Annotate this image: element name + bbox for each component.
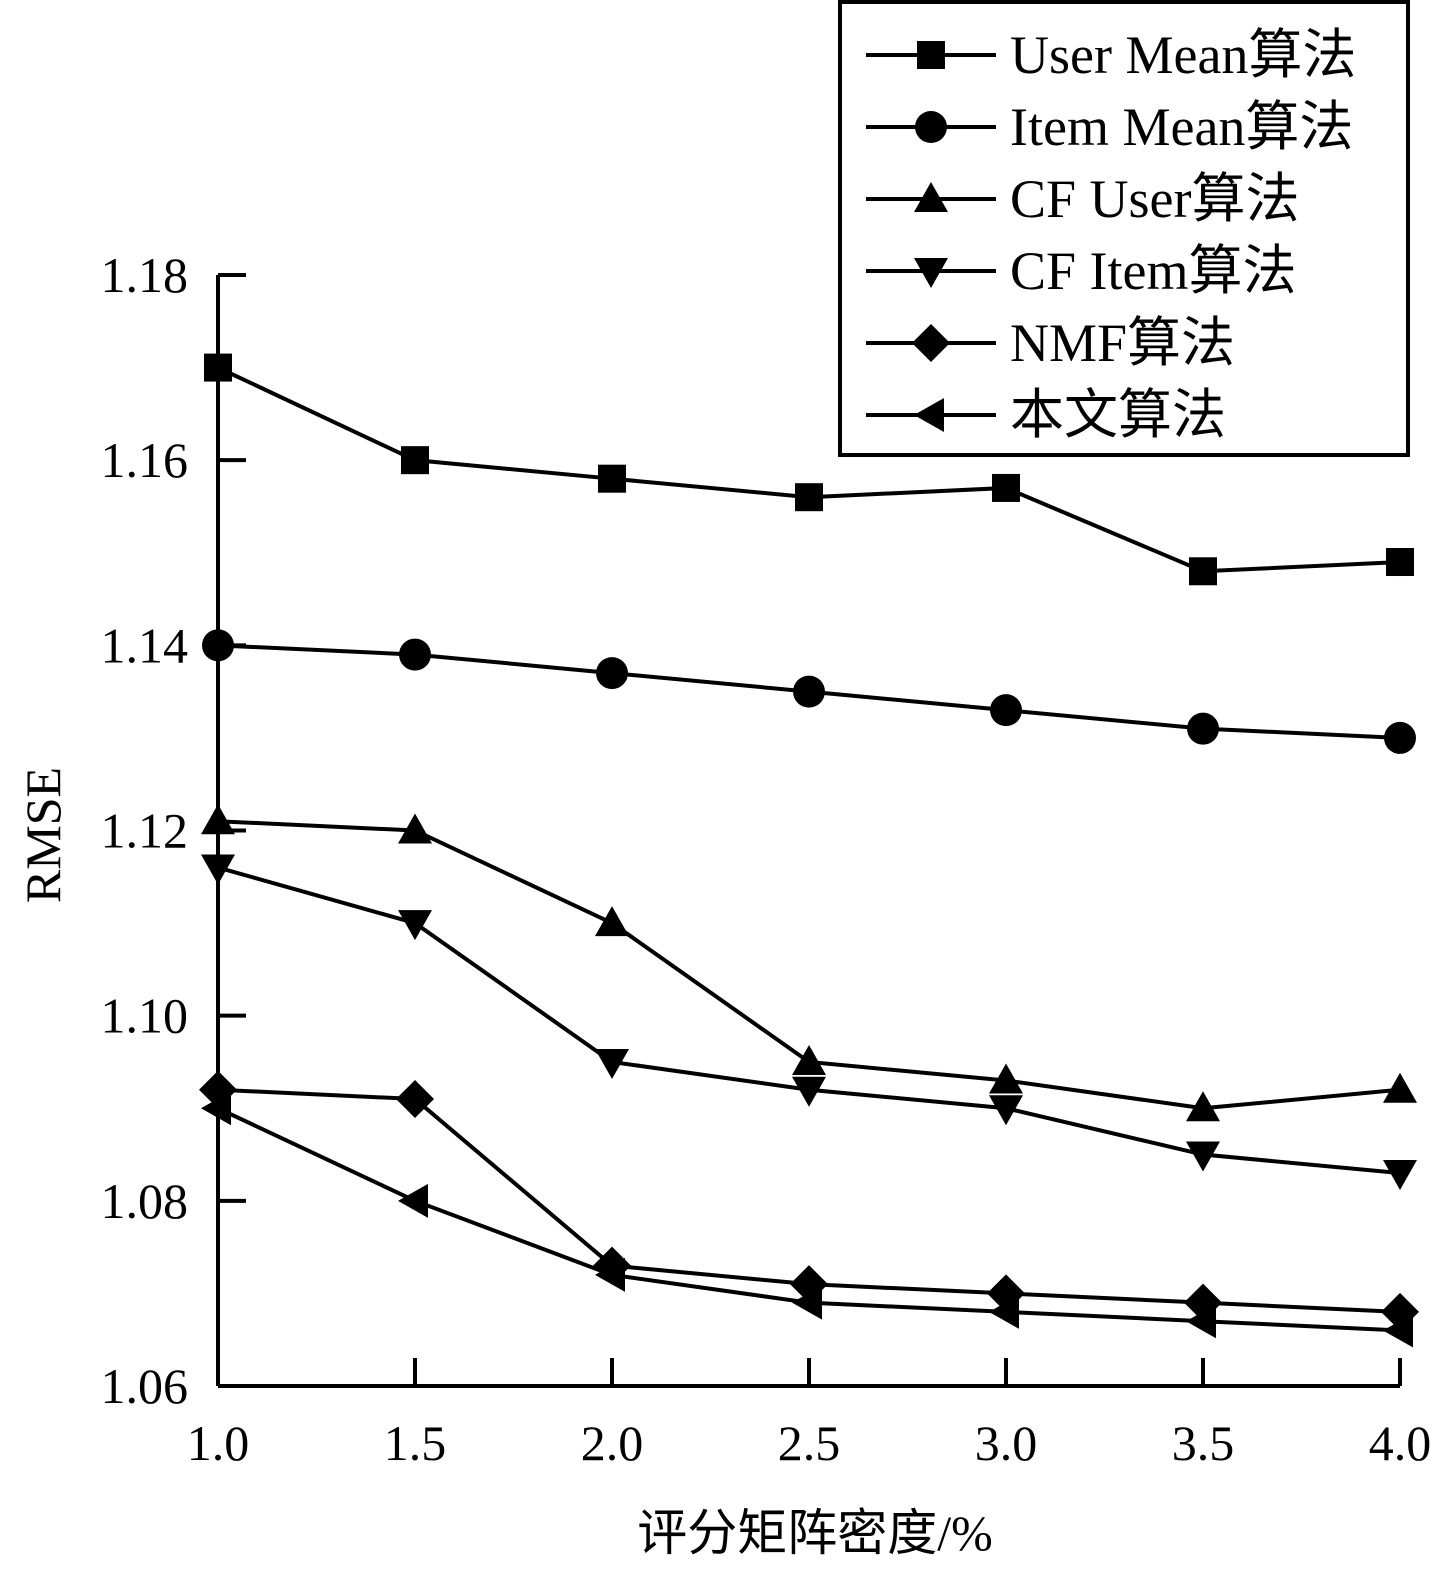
data-point-1	[598, 464, 626, 493]
data-point-3	[398, 813, 432, 844]
x-tick-label: 2.5	[778, 1415, 841, 1471]
legend-marker	[912, 324, 950, 362]
y-tick-label: 1.16	[101, 432, 189, 488]
data-point-2	[1384, 721, 1416, 754]
data-point-6	[201, 1091, 231, 1126]
x-tick-label: 2.0	[581, 1415, 644, 1471]
data-point-2	[202, 629, 234, 662]
y-tick-label: 1.08	[101, 1173, 189, 1229]
legend-label: CF Item算法	[1010, 241, 1297, 301]
legend-box	[838, 0, 1410, 457]
data-point-1	[795, 483, 823, 512]
legend-marker	[917, 41, 945, 69]
series-lines	[217, 365, 1401, 1333]
data-point-4	[1383, 1160, 1417, 1191]
legend-label: CF User算法	[1010, 169, 1300, 229]
data-point-1	[1386, 548, 1414, 577]
x-tick-label: 3.0	[975, 1415, 1038, 1471]
data-point-6	[792, 1285, 822, 1320]
series-line-4	[217, 865, 1401, 1176]
x-tick-label: 1.5	[384, 1415, 447, 1471]
data-point-1	[1189, 557, 1217, 586]
data-point-3	[201, 804, 235, 835]
legend-label: Item Mean算法	[1010, 97, 1353, 157]
data-point-6	[595, 1257, 625, 1292]
y-axis-label: RMSE	[15, 767, 71, 903]
legend-marker	[914, 258, 948, 288]
legend: User Mean算法 Item Mean算法 CF User算法 CF Item算法…	[838, 0, 1410, 457]
data-point-3	[1383, 1072, 1417, 1103]
x-axis-label: 评分矩阵密度/%	[637, 1505, 993, 1561]
y-tick-label: 1.10	[101, 988, 189, 1044]
legend-marker	[914, 182, 948, 212]
data-point-3	[989, 1063, 1023, 1094]
data-point-6	[1186, 1304, 1216, 1339]
x-tick-label: 3.5	[1172, 1415, 1235, 1471]
data-point-4	[595, 1048, 629, 1079]
data-point-3	[792, 1044, 826, 1075]
axes: 1.06 1.08 1.10 1.12 1.14 1.16 1.18 1.0 1.5 2.0 2.5…	[101, 247, 1432, 1471]
data-point-6	[989, 1294, 1019, 1329]
data-point-1	[992, 473, 1020, 502]
data-point-4	[1186, 1141, 1220, 1172]
series-markers	[199, 353, 1419, 1348]
data-point-2	[1187, 712, 1219, 745]
y-tick-label: 1.12	[101, 803, 189, 859]
y-tick-label: 1.14	[101, 617, 189, 673]
data-point-4	[792, 1076, 826, 1107]
data-point-1	[401, 446, 429, 475]
data-point-2	[990, 694, 1022, 727]
y-tick-label: 1.18	[101, 247, 189, 303]
legend-label: NMF算法	[1010, 313, 1235, 373]
legend-marker	[915, 111, 947, 143]
data-point-4	[398, 910, 432, 941]
data-point-4	[201, 854, 235, 885]
data-point-6	[1383, 1313, 1413, 1348]
data-point-2	[793, 675, 825, 708]
x-tick-label: 4.0	[1369, 1415, 1432, 1471]
legend-marker	[914, 398, 944, 432]
legend-label: User Mean算法	[1010, 25, 1356, 85]
x-tick-label: 1.0	[187, 1415, 250, 1471]
data-point-3	[595, 906, 629, 937]
data-point-6	[398, 1183, 428, 1218]
data-point-4	[989, 1095, 1023, 1126]
data-point-1	[204, 353, 232, 382]
data-point-5	[396, 1079, 434, 1118]
data-point-3	[1186, 1091, 1220, 1122]
data-point-2	[399, 638, 431, 671]
y-tick-label: 1.06	[101, 1358, 189, 1414]
data-point-2	[596, 657, 628, 690]
legend-label: 本文算法	[1010, 385, 1226, 445]
